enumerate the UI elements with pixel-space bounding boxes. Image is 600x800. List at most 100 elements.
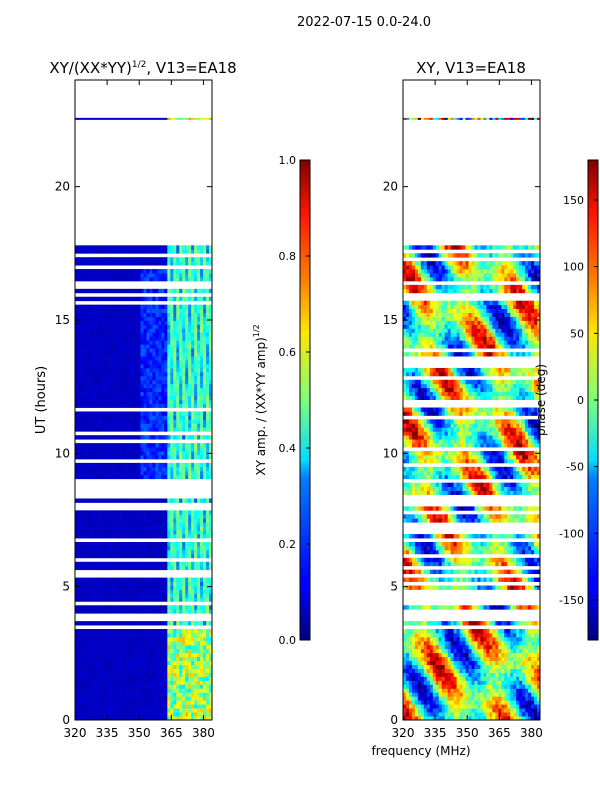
heatmap-cell	[501, 708, 505, 713]
heatmap-cell	[149, 514, 153, 519]
heatmap-cell	[104, 470, 109, 476]
heatmap-cell	[134, 269, 138, 274]
heatmap-cell	[197, 257, 201, 262]
heatmap-cell	[86, 462, 91, 468]
heatmap-cell	[206, 648, 210, 654]
heatmap-cell	[101, 276, 106, 282]
heatmap-cell	[176, 336, 180, 341]
heatmap-cell	[197, 324, 201, 329]
heatmap-cell	[155, 470, 159, 476]
heatmap-cell	[164, 395, 168, 400]
heatmap-cell	[173, 553, 177, 559]
heatmap-cell	[83, 245, 88, 250]
heatmap-cell	[107, 415, 112, 420]
heatmap-cell	[203, 700, 207, 705]
heatmap-cell	[176, 462, 180, 468]
heatmap-cell	[191, 648, 195, 654]
heatmap-cell	[92, 549, 97, 555]
heatmap-cell	[423, 704, 428, 709]
heatmap-cell	[516, 696, 520, 701]
amp-colorbar-ticks: 0.00.20.40.60.81.0	[279, 154, 310, 647]
heatmap-cell	[122, 427, 127, 432]
heatmap-cell	[131, 565, 135, 571]
heatmap-cell	[107, 391, 112, 397]
heatmap-cell	[137, 391, 141, 397]
heatmap-cell	[158, 383, 162, 389]
heatmap-cell	[164, 296, 168, 302]
heatmap-cell	[182, 589, 186, 594]
heatmap-cell	[164, 518, 168, 523]
heatmap-cell	[468, 704, 472, 709]
heatmap-cell	[110, 474, 115, 480]
heatmap-cell	[122, 522, 127, 527]
heatmap-cell	[191, 561, 195, 567]
heatmap-cell	[113, 288, 118, 294]
heatmap-cell	[155, 304, 159, 310]
heatmap-cell	[89, 632, 94, 638]
heatmap-cell	[110, 514, 115, 519]
heatmap-cell	[143, 273, 147, 278]
heatmap-cell	[176, 364, 180, 369]
heatmap-cell	[188, 304, 192, 310]
heatmap-cell	[435, 708, 440, 713]
heatmap-cell	[164, 664, 168, 669]
heatmap-cell	[119, 640, 124, 646]
heatmap-cell	[513, 680, 517, 685]
heatmap-cell	[131, 549, 135, 555]
heatmap-cell	[101, 553, 106, 559]
heatmap-cell	[122, 423, 127, 428]
heatmap-cell	[116, 716, 121, 721]
heatmap-cell	[182, 312, 186, 317]
heatmap-cell	[164, 443, 168, 448]
heatmap-cell	[110, 352, 115, 357]
heatmap-cell	[137, 640, 141, 646]
heatmap-cell	[158, 668, 162, 673]
heatmap-cell	[173, 344, 177, 349]
heatmap-cell	[107, 545, 112, 551]
heatmap-cell	[116, 245, 121, 250]
heatmap-cell	[107, 640, 112, 646]
heatmap-cell	[149, 387, 153, 393]
heatmap-cell	[179, 356, 183, 361]
heatmap-cell	[75, 542, 79, 547]
heatmap-cell	[519, 708, 523, 713]
heatmap-cell	[182, 415, 186, 420]
heatmap-cell	[128, 360, 132, 365]
heatmap-cell	[158, 411, 162, 416]
heatmap-cell	[146, 470, 150, 476]
heatmap-cell	[411, 692, 416, 697]
heatmap-cell	[197, 621, 201, 626]
heatmap-cell	[161, 597, 165, 602]
heatmap-cell	[128, 518, 132, 523]
heatmap-cell	[167, 549, 171, 555]
heatmap-cell	[104, 577, 109, 582]
heatmap-cell	[131, 593, 135, 598]
heatmap-cell	[209, 581, 213, 586]
heatmap-cell	[501, 676, 505, 681]
heatmap-cell	[110, 668, 115, 673]
heatmap-cell	[104, 704, 109, 709]
heatmap-cell	[447, 688, 452, 693]
heatmap-cell	[155, 399, 159, 404]
heatmap-cell	[170, 668, 174, 673]
heatmap-cell	[140, 379, 144, 385]
heatmap-cell	[75, 273, 79, 278]
heatmap-cell	[504, 716, 508, 721]
heatmap-cell	[143, 332, 147, 337]
heatmap-cell	[98, 356, 103, 361]
heatmap-cell	[125, 324, 130, 329]
y-tick-label: 0	[62, 713, 70, 727]
heatmap-cell	[113, 676, 118, 681]
heatmap-cell	[128, 632, 132, 638]
heatmap-cell	[92, 664, 97, 669]
heatmap-cell	[95, 383, 100, 389]
heatmap-cell	[152, 257, 156, 262]
heatmap-cell	[194, 530, 198, 535]
heatmap-cell	[92, 712, 97, 717]
heatmap-cell	[89, 344, 94, 349]
heatmap-cell	[104, 269, 109, 274]
heatmap-cell	[185, 352, 189, 357]
heatmap-cell	[149, 553, 153, 559]
heatmap-cell	[119, 316, 124, 321]
heatmap-cell	[209, 672, 213, 677]
